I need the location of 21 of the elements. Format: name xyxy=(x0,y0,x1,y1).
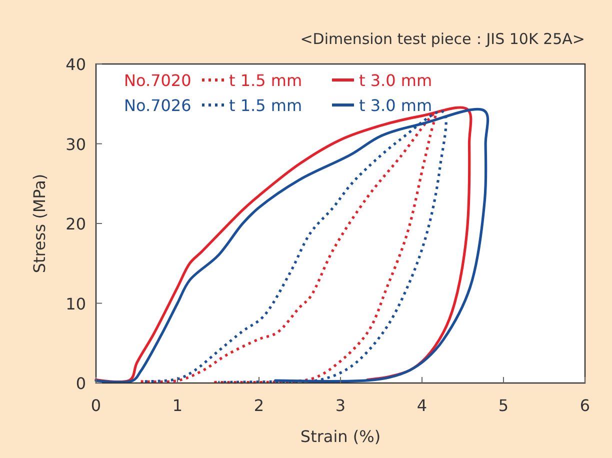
y-tick-label: 20 xyxy=(66,214,86,234)
x-tick-label: 3 xyxy=(335,396,346,415)
x-tick-label: 5 xyxy=(498,396,509,415)
legend-label: t 1.5 mm xyxy=(229,71,302,90)
y-tick-label: 0 xyxy=(76,374,86,393)
y-axis-title: Stress (MPa) xyxy=(30,174,49,274)
x-tick-label: 0 xyxy=(90,396,102,415)
x-tick-label: 2 xyxy=(254,396,264,415)
legend-label: t 3.0 mm xyxy=(359,71,432,90)
y-tick-label: 30 xyxy=(66,134,86,154)
x-tick-label: 4 xyxy=(416,396,428,415)
legend-label: t 3.0 mm xyxy=(359,96,432,115)
annotation: No.7026 xyxy=(124,96,192,115)
annotation: No.7020 xyxy=(124,71,192,90)
y-tick-label: 10 xyxy=(66,294,86,314)
legend-label: t 1.5 mm xyxy=(229,96,302,115)
chart-title: <Dimension test piece：JIS 10K 25A> xyxy=(300,30,585,48)
y-tick-label: 40 xyxy=(66,55,86,74)
x-tick-label: 6 xyxy=(580,396,590,415)
x-tick-label: 1 xyxy=(172,396,183,415)
x-axis-title: Strain (%) xyxy=(300,427,381,446)
